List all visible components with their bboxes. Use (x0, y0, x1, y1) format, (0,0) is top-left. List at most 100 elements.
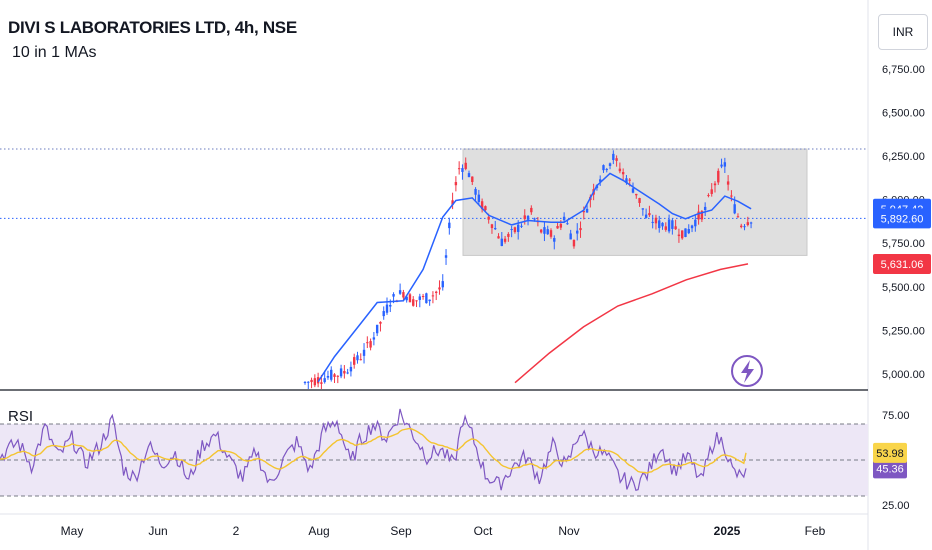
candle-body (343, 370, 346, 374)
candle-body (599, 179, 602, 182)
candle-body (487, 216, 490, 220)
x-tick-label: Sep (390, 524, 412, 538)
candle-body (602, 165, 605, 171)
candle-body (546, 229, 549, 235)
rsi-value-label: 45.36 (876, 463, 904, 475)
candle-body (303, 381, 307, 383)
candle-body (664, 226, 667, 230)
candle-body (677, 234, 681, 237)
candle-body (553, 238, 556, 242)
candle-body (644, 214, 648, 218)
candle-body (323, 378, 326, 383)
price-tick-label: 5,500.00 (882, 282, 925, 294)
candle-body (477, 194, 481, 202)
rsi-value-bg (873, 442, 907, 463)
candle-body (448, 222, 451, 229)
candle-body (556, 225, 559, 229)
candle-body (638, 198, 641, 203)
price-tick-label: 6,250.00 (882, 151, 925, 163)
chart-title: DIVI S LABORATORIES LTD, 4h, NSE (8, 18, 297, 37)
candle-body (539, 229, 543, 233)
candle-body (631, 188, 635, 193)
candle-body (710, 189, 713, 194)
range-box (462, 148, 808, 256)
candle-body (392, 294, 395, 297)
candle-body (651, 221, 654, 223)
candle-body (339, 368, 343, 377)
candle-body (326, 376, 330, 378)
candle-body (707, 195, 710, 197)
candle-body (412, 299, 415, 306)
candle-body (733, 204, 736, 214)
candle-body (700, 211, 704, 220)
candle-body (559, 223, 563, 228)
x-tick-label: Feb (805, 524, 826, 538)
candle-body (585, 208, 589, 213)
x-tick-label: 2 (233, 524, 240, 538)
candle-body (513, 227, 517, 233)
candle-body (736, 216, 740, 218)
candle-body (615, 158, 618, 161)
candle-body (346, 372, 349, 374)
candle-body (490, 224, 494, 229)
candle-body (510, 229, 513, 231)
candle-body (402, 292, 405, 298)
candle-body (428, 299, 431, 302)
rsi-label[interactable]: RSI (8, 408, 34, 425)
candle-body (320, 382, 323, 384)
candle-body (628, 179, 631, 181)
price-axis[interactable]: 5,000.005,250.005,500.005,750.006,000.00… (873, 64, 931, 381)
candle-body (526, 215, 530, 220)
candle-body (703, 206, 707, 211)
price-panel[interactable] (0, 0, 869, 550)
candle-body (415, 300, 418, 302)
rsi-panel[interactable] (0, 408, 868, 497)
candle-body (681, 230, 684, 239)
ma-slow-line (514, 263, 749, 384)
price-tick-label: 5,250.00 (882, 325, 925, 337)
candle-body (694, 219, 697, 227)
x-axis: May Jun 2 Aug Sep Oct Nov 2025 Feb (0, 513, 868, 538)
x-tick-label: Oct (474, 524, 493, 538)
candle-body (605, 169, 608, 171)
lightning-icon[interactable] (731, 355, 763, 387)
price-tick-label: 5,000.00 (882, 369, 925, 381)
rsi-tick-label: 25.00 (882, 500, 910, 512)
price-label: 5,631.06 (881, 259, 924, 271)
candle-body (421, 296, 425, 298)
rsi-axis[interactable]: 75.00 25.00 45.36 53.98 (873, 410, 910, 512)
currency-button[interactable]: INR (878, 14, 928, 50)
candle-body (723, 162, 727, 167)
x-tick-label: May (61, 524, 84, 538)
candle-body (444, 255, 448, 258)
candle-body (717, 170, 720, 183)
price-label-bg (873, 208, 931, 229)
candle-body (507, 233, 510, 237)
price-tick-label: 6,500.00 (882, 107, 925, 119)
candle-body (366, 342, 369, 344)
price-label: 5,892.60 (881, 213, 924, 225)
candle-body (372, 337, 376, 340)
candle-body (461, 168, 464, 172)
candle-body (658, 220, 661, 229)
candle-body (674, 226, 677, 230)
candle-body (667, 219, 671, 232)
candle-body (359, 359, 362, 361)
candle-body (379, 321, 382, 324)
candle-body (457, 168, 461, 170)
candle-body (307, 381, 310, 383)
x-tick-label: Jun (148, 524, 167, 538)
candle-body (474, 188, 477, 195)
candle-body (500, 238, 503, 247)
candle-body (697, 211, 700, 220)
candle-body (494, 228, 497, 230)
candle-body (720, 164, 723, 167)
candle-body (730, 195, 733, 197)
candle-body (418, 296, 421, 300)
indicator-label[interactable]: 10 in 1 MAs (12, 44, 97, 61)
candle-body (405, 296, 408, 301)
candle-body (684, 228, 687, 237)
candle-body (336, 375, 339, 377)
candle-body (398, 290, 402, 294)
candle-body (451, 200, 454, 205)
